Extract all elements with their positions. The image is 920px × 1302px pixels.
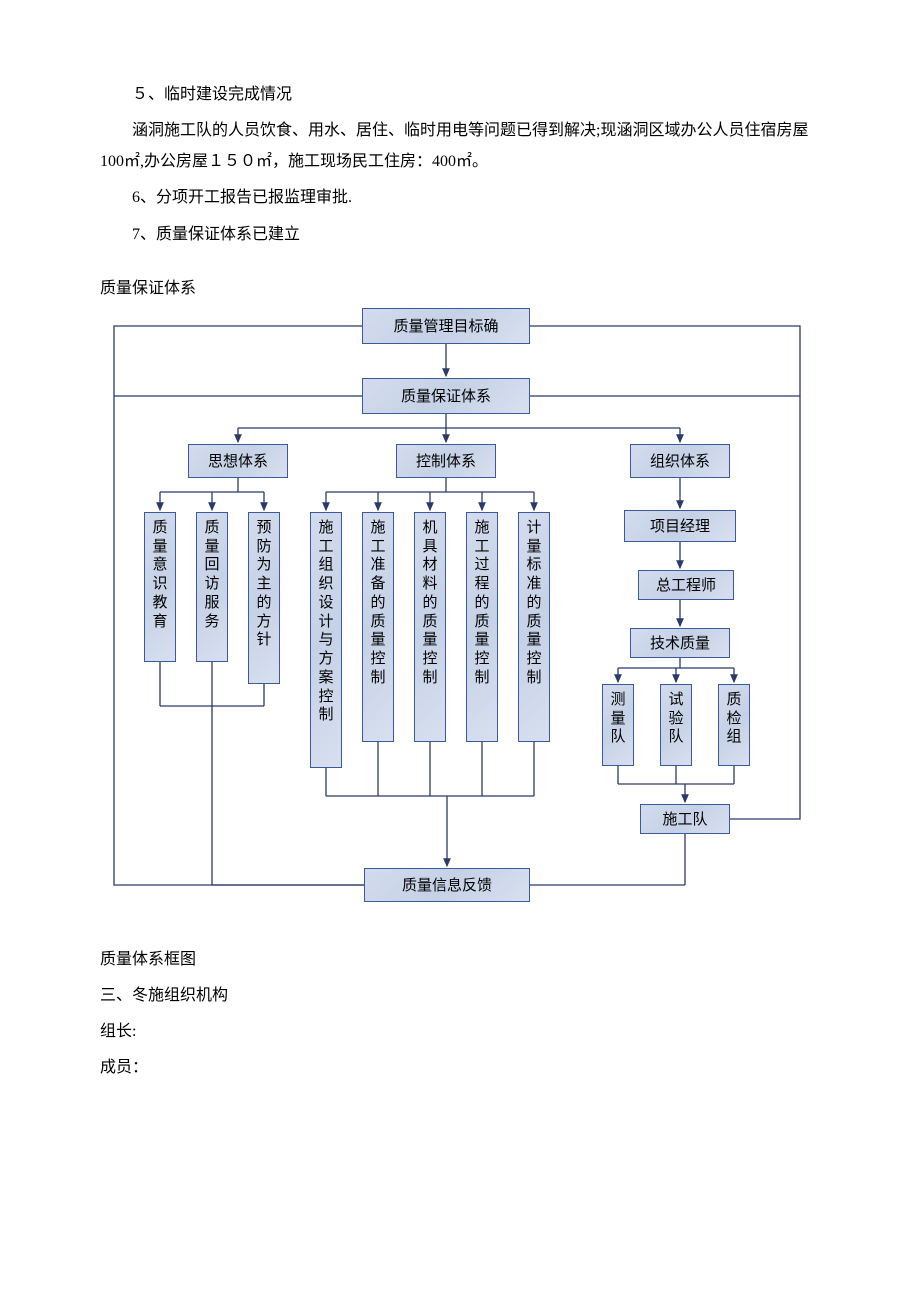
- node-a3: 预防为主的方针: [248, 512, 280, 684]
- quality-system-diagram: 质量管理目标确 质量保证体系 思想体系 控制体系 组织体系 质量意识教育 质量回…: [100, 306, 820, 936]
- para-7: 7、质量保证体系已建立: [100, 220, 820, 250]
- node-construction-team: 施工队: [640, 804, 730, 834]
- node-b1: 施工组织设计与方案控制: [310, 512, 342, 768]
- diagram-caption: 质量体系框图: [100, 944, 820, 976]
- node-qc-team: 质检组: [718, 684, 750, 766]
- node-label: 组织体系: [650, 450, 710, 471]
- node-quality-target: 质量管理目标确: [362, 308, 530, 344]
- section-3-title: 三、冬施组织机构: [100, 980, 820, 1012]
- node-survey-team: 测量队: [602, 684, 634, 766]
- node-project-manager: 项目经理: [624, 510, 736, 542]
- node-a2: 质量回访服务: [196, 512, 228, 662]
- node-b2: 施工准备的质量控制: [362, 512, 394, 742]
- para-6: 6、分项开工报告已报监理审批.: [100, 183, 820, 213]
- node-chief-engineer: 总工程师: [638, 570, 734, 600]
- node-label: 项目经理: [650, 515, 710, 536]
- node-b5: 计量标准的质量控制: [518, 512, 550, 742]
- diagram-title: 质量保证体系: [100, 274, 820, 298]
- node-feedback: 质量信息反馈: [364, 868, 530, 902]
- node-label: 质量管理目标确: [393, 315, 498, 336]
- node-b4: 施工过程的质量控制: [466, 512, 498, 742]
- node-label: 施工队: [662, 808, 707, 829]
- para-5-body: 涵洞施工队的人员饮食、用水、居住、临时用电等问题已得到解决;现涵洞区域办公人员住…: [100, 116, 820, 177]
- node-control-system: 控制体系: [396, 444, 496, 478]
- node-tech-quality: 技术质量: [630, 628, 730, 658]
- node-label: 质量信息反馈: [402, 874, 492, 895]
- node-thought-system: 思想体系: [188, 444, 288, 478]
- node-label: 技术质量: [650, 632, 710, 653]
- node-a1: 质量意识教育: [144, 512, 176, 662]
- node-label: 总工程师: [656, 574, 716, 595]
- leader-label: 组长:: [100, 1016, 820, 1048]
- para-5-title: ５、临时建设完成情况: [100, 80, 820, 110]
- node-label: 质量保证体系: [401, 385, 491, 406]
- node-assurance-system: 质量保证体系: [362, 378, 530, 414]
- node-label: 思想体系: [208, 450, 268, 471]
- node-b3: 机具材料的质量控制: [414, 512, 446, 742]
- member-label: 成员：: [100, 1052, 820, 1084]
- node-test-team: 试验队: [660, 684, 692, 766]
- node-label: 控制体系: [416, 450, 476, 471]
- node-org-system: 组织体系: [630, 444, 730, 478]
